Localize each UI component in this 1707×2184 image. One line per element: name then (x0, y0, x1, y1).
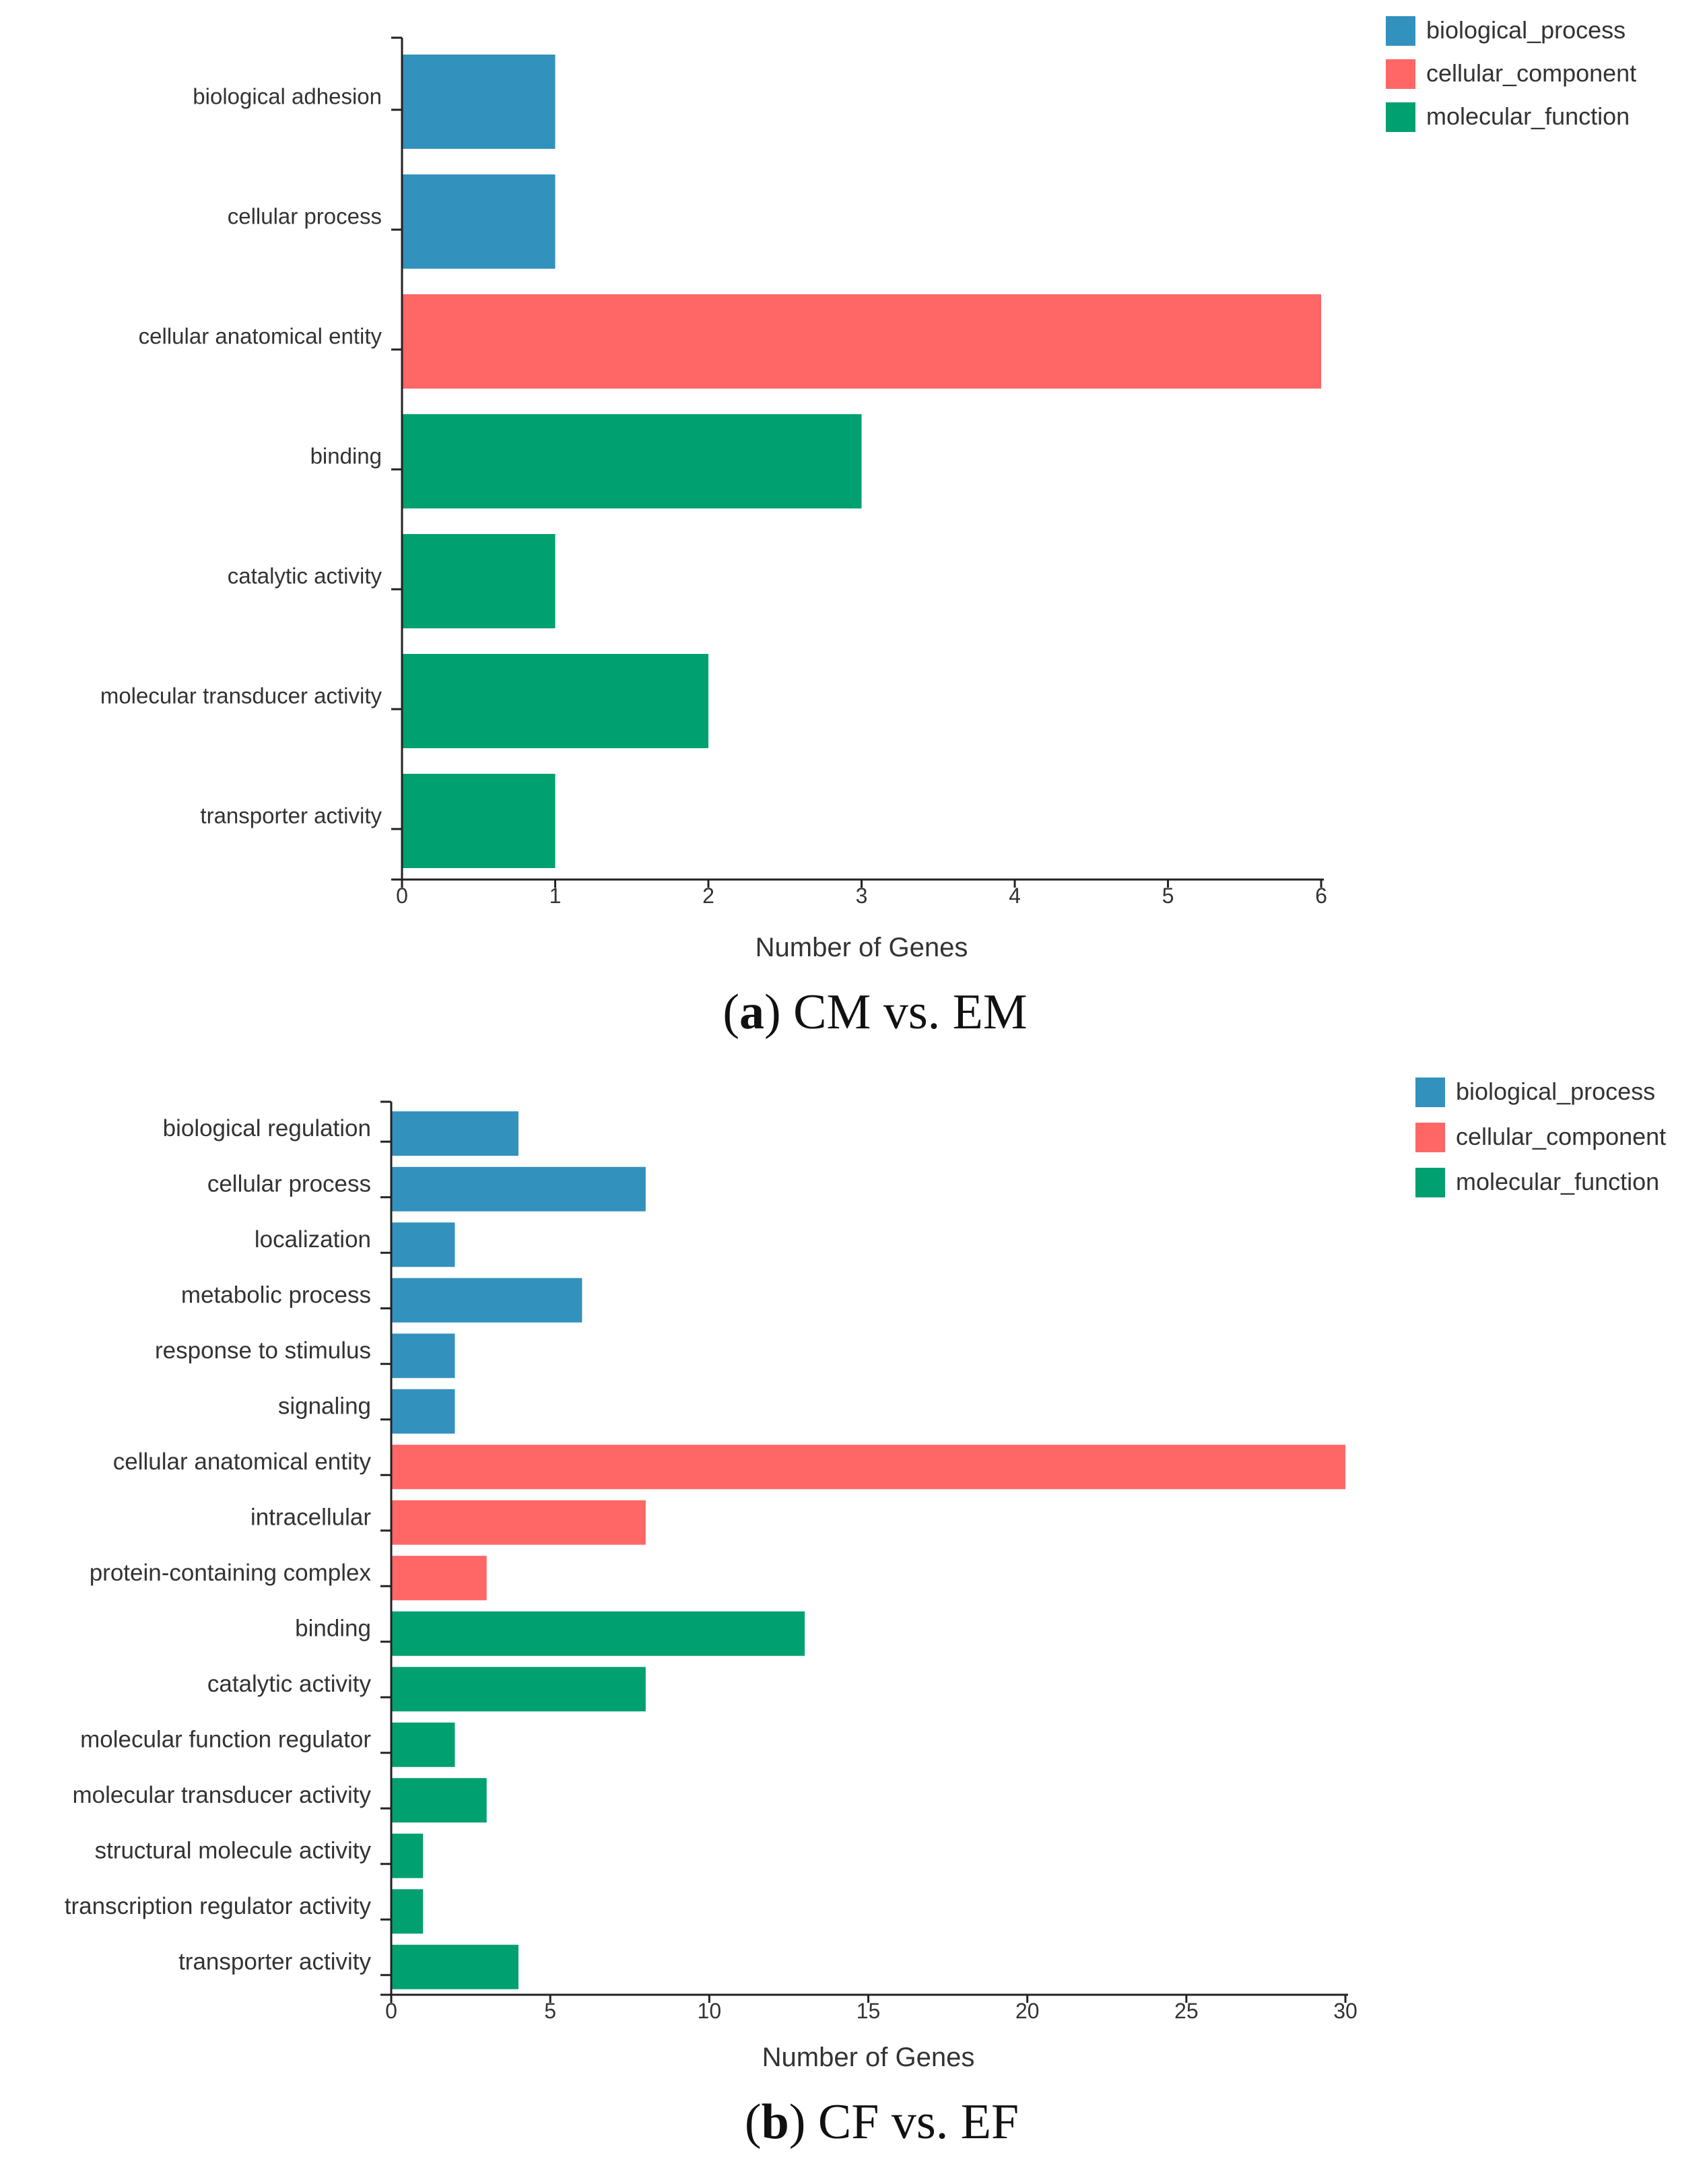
category-label: protein-containing complex (90, 1560, 372, 1586)
x-tick-label: 5 (544, 1999, 556, 2023)
category-label: metabolic process (181, 1282, 371, 1308)
category-label: molecular transducer activity (100, 683, 382, 708)
bar-intracellular (391, 1500, 646, 1545)
x-tick-label: 3 (856, 884, 868, 908)
x-tick-label: 20 (1015, 1999, 1040, 2023)
bar-transporter-activity (391, 1944, 518, 1989)
chart-panel-a: biological adhesion cellular process cellu… (100, 16, 1636, 1040)
bar-cellular-process (391, 1166, 646, 1212)
caption-paren-open: ( (745, 2094, 762, 2150)
category-label: molecular transducer activity (73, 1782, 372, 1808)
x-axis-label: Number of Genes (762, 2043, 975, 2072)
x-tick-label: 0 (385, 1999, 397, 2023)
category-label: biological adhesion (193, 84, 382, 108)
legend-label-cellular-component: cellular_component (1456, 1123, 1666, 1150)
category-label: transporter activity (200, 803, 382, 828)
legend-label-biological-process: biological_process (1426, 16, 1626, 44)
caption-text: CF vs. EF (805, 2094, 1019, 2150)
bar-biological-regulation (391, 1111, 518, 1156)
category-label: structural molecule activity (95, 1837, 372, 1863)
x-axis-label: Number of Genes (756, 933, 968, 962)
bar-protein-containing-complex (391, 1556, 487, 1601)
bar-biological-adhesion (402, 55, 556, 149)
caption-paren-open: ( (723, 985, 739, 1040)
category-label: localization (255, 1226, 371, 1253)
legend: biological_process cellular_componentmole… (1415, 1078, 1666, 1197)
chart-panel-b: biological regulation cellular process loc… (65, 1078, 1666, 2150)
caption-text: CM vs. EM (781, 985, 1028, 1040)
x-tick-label: 6 (1315, 884, 1327, 908)
x-tick-label: 30 (1333, 1999, 1358, 2023)
category-label: transcription regulator activity (65, 1893, 372, 1919)
category-label: cellular anatomical entity (139, 323, 382, 348)
category-label: intracellular (250, 1504, 371, 1530)
panel-caption: (a) CM vs. EM (723, 985, 1027, 1040)
category-label: binding (295, 1615, 371, 1641)
legend-swatch-molecular-function (1415, 1168, 1445, 1197)
legend-swatch-molecular-function (1386, 102, 1415, 132)
bar-metabolic-process (391, 1278, 582, 1323)
category-label: binding (310, 443, 382, 468)
category-label: signaling (278, 1393, 371, 1419)
bar-cellular-process (402, 174, 556, 269)
category-label: catalytic activity (207, 1671, 372, 1697)
bar-molecular-transducer-activity (391, 1778, 487, 1823)
panel-caption: (b) CF vs. EF (745, 2094, 1019, 2150)
legend-label-biological-process: biological_process (1456, 1078, 1655, 1105)
bar-cellular-anatomical-entity (402, 294, 1321, 389)
bar-transporter-activity (402, 774, 556, 868)
x-tick-label: 5 (1162, 884, 1174, 908)
legend: biological_process cellular_componentmole… (1386, 16, 1636, 132)
bar-localization (391, 1222, 455, 1267)
legend-swatch-cellular-component (1415, 1123, 1445, 1152)
bar-catalytic-activity (402, 534, 556, 628)
x-tick-label: 4 (1009, 884, 1021, 908)
legend-swatch-biological-process (1415, 1078, 1445, 1107)
category-label: cellular process (207, 1170, 371, 1197)
category-label: catalytic activity (228, 563, 382, 588)
bar-molecular-transducer-activity (402, 654, 708, 748)
legend-label-cellular-component: cellular_component (1426, 59, 1636, 87)
bar-response-to-stimulus (391, 1333, 455, 1379)
x-tick-label: 25 (1174, 1999, 1199, 2023)
category-label: response to stimulus (155, 1337, 371, 1364)
category-label: cellular process (228, 203, 382, 228)
bar-binding (402, 414, 862, 508)
caption-paren-close: ) (789, 2094, 806, 2150)
legend-swatch-biological-process (1386, 16, 1415, 46)
bar-structural-molecule-activity (391, 1833, 424, 1878)
x-tick-label: 1 (549, 884, 562, 908)
category-label: biological regulation (163, 1115, 371, 1141)
category-label: molecular function regulator (80, 1726, 371, 1752)
bar-binding (391, 1611, 805, 1656)
caption-paren-close: ) (764, 985, 781, 1040)
bar-transcription-regulator-activity (391, 1889, 424, 1934)
bar-signaling (391, 1389, 455, 1434)
category-label: cellular anatomical entity (113, 1449, 372, 1475)
category-label: transporter activity (178, 1948, 371, 1975)
caption-letter: b (762, 2094, 789, 2150)
legend-label-molecular-function: molecular_function (1456, 1168, 1659, 1195)
legend-swatch-cellular-component (1386, 59, 1415, 89)
legend-label-molecular-function: molecular_function (1426, 102, 1630, 130)
bar-catalytic-activity (391, 1667, 646, 1712)
caption-letter: a (739, 985, 764, 1040)
bar-cellular-anatomical-entity (391, 1445, 1345, 1490)
x-tick-label: 15 (857, 1999, 881, 2023)
x-tick-label: 10 (698, 1999, 722, 2023)
bar-molecular-function-regulator (391, 1722, 455, 1767)
x-tick-label: 0 (396, 884, 408, 908)
x-tick-label: 2 (702, 884, 714, 908)
